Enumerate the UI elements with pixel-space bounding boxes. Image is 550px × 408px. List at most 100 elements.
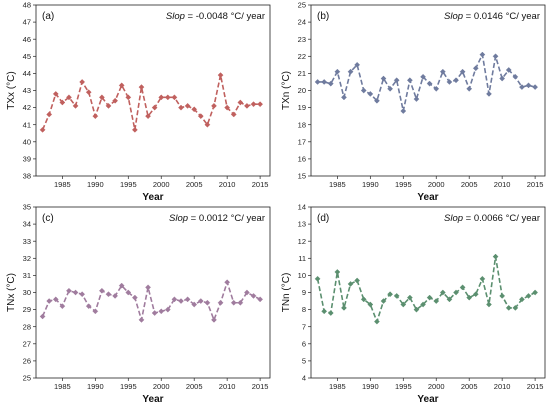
slope-label: Slop <box>444 213 463 224</box>
y-tick-label: 25 <box>298 1 306 10</box>
data-point <box>66 94 72 101</box>
panel-a: 38 39 40 41 42 43 44 45 46 47 48 1985 1990 1995 2000 20… <box>6 1 271 203</box>
data-point <box>230 111 237 118</box>
x-axis-label: Year <box>417 192 438 203</box>
slope-value: = -0.0048 °C/ year <box>185 11 265 22</box>
data-point <box>321 79 328 85</box>
data-point <box>439 68 446 75</box>
data-point <box>204 121 211 128</box>
slope-annotation: Slop = 0.0066 °C/ year <box>444 213 540 224</box>
y-tick-label: 24 <box>298 18 306 27</box>
y-tick-label: 17 <box>298 137 306 146</box>
data-point <box>453 289 459 296</box>
data-point <box>52 91 59 97</box>
data-point <box>244 289 250 296</box>
slope-annotation: Slop = 0.0146 °C/ year <box>444 11 540 22</box>
data-point <box>92 113 99 120</box>
y-tick-label: 41 <box>23 120 31 129</box>
y-tick-label: 45 <box>23 52 31 61</box>
data-point <box>211 316 217 323</box>
x-tick-label: 1995 <box>395 382 412 391</box>
data-point <box>164 306 171 313</box>
series-line <box>41 74 261 131</box>
data-point <box>433 85 440 92</box>
x-tick-label: 2000 <box>428 180 445 189</box>
y-tick-label: 6 <box>302 339 306 348</box>
slope-annotation: Slop = 0.0012 °C/ year <box>169 213 265 224</box>
data-point <box>413 96 420 102</box>
x-tick-label: 1990 <box>362 180 379 189</box>
data-point <box>327 80 334 87</box>
data-point <box>92 308 99 315</box>
data-point <box>400 108 407 114</box>
y-tick-label: 32 <box>23 254 31 263</box>
data-point <box>387 291 393 298</box>
x-tick-label: 2005 <box>186 180 203 189</box>
data-point <box>466 85 473 92</box>
x-tick-label: 1985 <box>54 382 71 391</box>
data-point <box>466 294 473 301</box>
x-tick-label: 2015 <box>252 180 269 189</box>
data-point <box>446 296 453 303</box>
data-point <box>39 313 46 320</box>
data-point <box>151 104 158 111</box>
data-point <box>171 296 178 303</box>
data-point <box>525 293 532 299</box>
data-point <box>204 299 211 306</box>
x-tick-label: 1990 <box>87 382 104 391</box>
data-point <box>257 296 263 303</box>
data-point <box>367 91 374 97</box>
data-point <box>131 294 138 301</box>
data-point <box>453 77 459 84</box>
data-point <box>145 284 151 291</box>
data-point <box>118 282 125 289</box>
y-tick-label: 35 <box>23 203 31 212</box>
data-point <box>105 291 112 298</box>
y-tick-label: 43 <box>23 86 31 95</box>
y-tick-label: 12 <box>298 237 306 246</box>
y-tick-label: 23 <box>298 35 306 44</box>
data-point <box>341 305 347 311</box>
y-tick-label: 14 <box>298 203 306 212</box>
data-point <box>479 275 486 282</box>
data-point <box>393 77 400 84</box>
data-point <box>158 94 165 101</box>
data-point <box>197 113 204 120</box>
data-point <box>112 97 118 104</box>
y-tick-label: 29 <box>23 305 31 314</box>
x-tick-label: 1995 <box>120 382 137 391</box>
data-point <box>439 289 446 296</box>
y-tick-label: 13 <box>298 220 306 229</box>
data-point <box>406 77 413 84</box>
data-point <box>178 298 184 304</box>
x-tick-label: 1990 <box>362 382 379 391</box>
data-point <box>164 94 171 101</box>
data-point <box>314 275 321 282</box>
y-tick-label: 31 <box>23 271 31 280</box>
data-point <box>250 101 257 108</box>
y-tick-label: 30 <box>23 288 31 297</box>
data-point <box>59 99 66 106</box>
x-tick-label: 2015 <box>527 382 544 391</box>
data-point <box>420 301 426 308</box>
slope-label: Slop <box>444 11 463 22</box>
data-point <box>191 106 198 113</box>
data-point <box>327 310 334 316</box>
data-point <box>125 94 132 101</box>
slope-annotation: Slop = -0.0048 °C/ year <box>166 11 265 22</box>
data-point <box>46 111 53 118</box>
y-tick-label: 44 <box>23 69 31 78</box>
x-tick-label: 2010 <box>494 180 511 189</box>
data-point <box>519 296 525 303</box>
data-point <box>400 301 407 308</box>
data-point <box>446 79 453 85</box>
slope-value: = 0.0066 °C/ year <box>463 213 540 224</box>
x-tick-label: 2005 <box>461 180 478 189</box>
data-point <box>125 289 132 296</box>
data-point <box>459 68 466 75</box>
x-tick-label: 2015 <box>527 180 544 189</box>
data-point <box>367 301 374 308</box>
panel-c: 25 26 27 28 29 30 31 32 33 34 35 1985 1990 1995 2000 20… <box>6 203 271 405</box>
data-point <box>131 126 138 133</box>
y-axis-label: TNn (°C) <box>281 273 292 313</box>
